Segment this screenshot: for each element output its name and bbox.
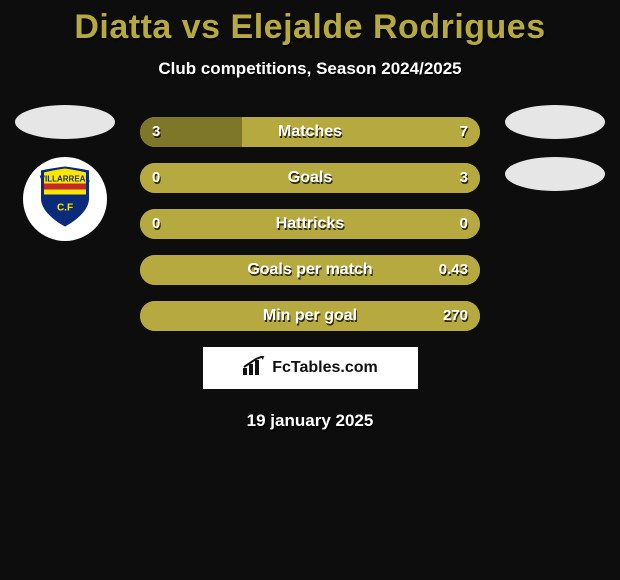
stat-row: Matches3 7 [140, 117, 480, 147]
villarreal-crest-icon: VILLARREAL C.F [35, 165, 95, 234]
right-player-avatar [505, 105, 605, 139]
svg-text:C.F: C.F [57, 203, 73, 214]
stat-left-value: 0 [152, 209, 160, 239]
comparison-card: Diatta vs Elejalde Rodrigues Club compet… [0, 0, 620, 580]
stat-label: Goals [140, 163, 480, 193]
footer-date: 19 january 2025 [0, 411, 620, 431]
left-player-avatar [15, 105, 115, 139]
right-club-logo-placeholder [505, 157, 605, 191]
bar-growth-icon [242, 356, 266, 381]
right-player-column [500, 105, 610, 209]
stat-right-value: 0 [460, 209, 468, 239]
watermark-text: FcTables.com [272, 359, 378, 377]
stat-row: Hattricks0 0 [140, 209, 480, 239]
comparison-body: VILLARREAL C.F Matches37Goals03Hattricks… [0, 117, 620, 331]
stat-row: Min per goal270 [140, 301, 480, 331]
stat-right-value: 270 [443, 301, 468, 331]
stat-left-value: 0 [152, 163, 160, 193]
source-watermark: FcTables.com [203, 347, 418, 389]
stat-label: Goals per match [140, 255, 480, 285]
page-title: Diatta vs Elejalde Rodrigues [0, 0, 620, 47]
comparison-bars: Matches37Goals03Hattricks00Goals per mat… [140, 117, 480, 331]
stat-row: Goals0 3 [140, 163, 480, 193]
left-club-logo: VILLARREAL C.F [23, 157, 107, 241]
page-subtitle: Club competitions, Season 2024/2025 [0, 59, 620, 79]
stat-right-value: 3 [460, 163, 468, 193]
stat-right-value: 0.43 [439, 255, 468, 285]
stat-left-value: 3 [152, 117, 160, 147]
stat-label: Min per goal [140, 301, 480, 331]
stat-label: Hattricks [140, 209, 480, 239]
stat-row: Goals per match0.43 [140, 255, 480, 285]
stat-right-value: 7 [460, 117, 468, 147]
stat-label: Matches [140, 117, 480, 147]
svg-text:VILLARREAL: VILLARREAL [40, 175, 91, 184]
left-player-column: VILLARREAL C.F [10, 105, 120, 241]
